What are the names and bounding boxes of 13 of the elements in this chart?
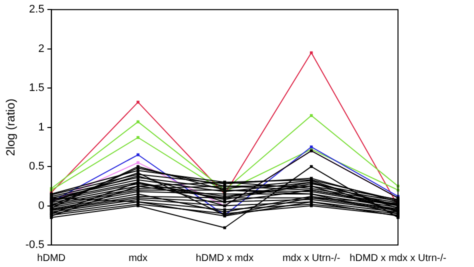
y-tick-label: 2.5: [29, 4, 44, 16]
y-tick-label: 1.5: [29, 82, 44, 94]
x-tick-label: hDMD: [37, 252, 66, 264]
x-tick-label: hDMD x mdx x Utrn-/-: [350, 252, 446, 264]
y-tick-label: 2: [38, 42, 44, 55]
y-axis-title: 2log (ratio): [4, 98, 18, 156]
x-tick-label: mdx: [128, 252, 148, 264]
x-tick-label: mdx x Utrn-/-: [282, 252, 340, 264]
y-tick-label: -0.5: [25, 239, 44, 252]
y-tick-label: 0: [38, 200, 44, 212]
y-tick-label: 0.5: [29, 160, 44, 173]
x-tick-label: hDMD x mdx: [196, 252, 254, 264]
y-tick-label: 1: [38, 121, 44, 134]
